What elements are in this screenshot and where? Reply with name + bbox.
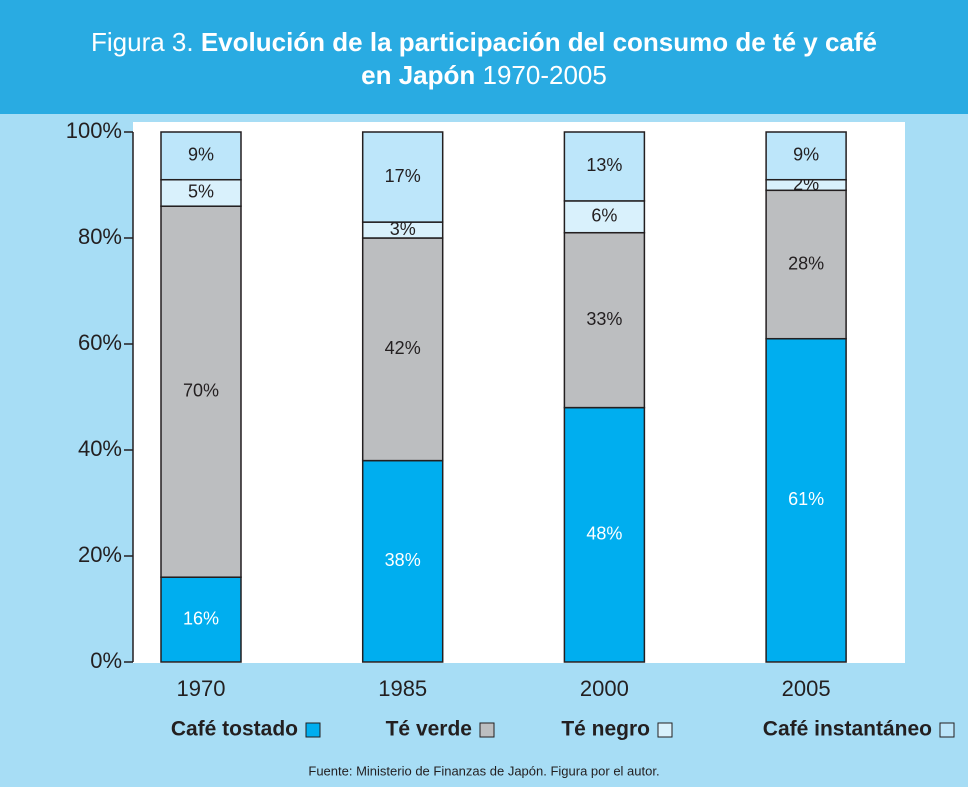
y-tick-label: 80% — [78, 224, 122, 249]
data-label: 42% — [385, 338, 421, 358]
x-tick-label: 1985 — [378, 676, 427, 701]
data-label: 48% — [586, 524, 622, 544]
data-label: 38% — [385, 550, 421, 570]
y-tick-label: 40% — [78, 436, 122, 461]
data-label: 70% — [183, 380, 219, 400]
data-label: 28% — [788, 253, 824, 273]
title-suffix: 1970-2005 — [483, 60, 607, 90]
bar-segment — [765, 189, 847, 340]
data-label: 17% — [385, 166, 421, 186]
title-prefix: Figura 3. — [91, 27, 194, 57]
x-tick-label: 2000 — [580, 676, 629, 701]
bar-segment — [765, 131, 847, 181]
bar-segment — [563, 406, 646, 663]
legend-swatch — [305, 722, 321, 738]
bar-segment — [361, 131, 444, 223]
legend-swatch — [939, 722, 955, 738]
data-label: 9% — [793, 145, 819, 165]
legend-label: Café instantáneo — [763, 718, 932, 741]
legend-swatch — [479, 722, 495, 738]
y-tick-label: 100% — [66, 118, 122, 143]
bar-segment — [765, 337, 847, 663]
data-label: 33% — [586, 309, 622, 329]
data-label: 5% — [188, 182, 214, 202]
y-tick-label: 20% — [78, 542, 122, 567]
bar-segment — [160, 576, 242, 663]
bar-segment — [563, 131, 646, 202]
bar-segment — [361, 237, 444, 462]
y-tick-label: 60% — [78, 330, 122, 355]
legend-label: Café tostado — [171, 718, 298, 741]
bar-segment — [361, 459, 444, 663]
bar-segment — [160, 131, 242, 181]
data-label: 13% — [586, 155, 622, 175]
data-label: 6% — [591, 206, 617, 226]
legend-label: Té negro — [561, 718, 650, 741]
x-tick-label: 1970 — [177, 676, 226, 701]
bar-segment — [160, 205, 242, 578]
data-label: 9% — [188, 145, 214, 165]
chart-title: en Japón 1970-2005 — [361, 60, 607, 90]
chart-title: Figura 3. Evolución de la participación … — [91, 27, 877, 57]
x-tick-label: 2005 — [782, 676, 831, 701]
source-note: Fuente: Ministerio de Finanzas de Japón.… — [308, 763, 659, 778]
legend-swatch — [657, 722, 673, 738]
header — [0, 0, 968, 114]
title-bold: Evolución de la participación del consum… — [201, 27, 877, 57]
data-label: 61% — [788, 489, 824, 509]
title-bold: en Japón — [361, 60, 475, 90]
y-tick-label: 0% — [90, 648, 122, 673]
bar-segment — [563, 200, 646, 234]
legend-label: Té verde — [386, 718, 472, 741]
data-label: 3% — [390, 219, 416, 239]
data-label: 16% — [183, 608, 219, 628]
bar-segment — [160, 178, 242, 207]
